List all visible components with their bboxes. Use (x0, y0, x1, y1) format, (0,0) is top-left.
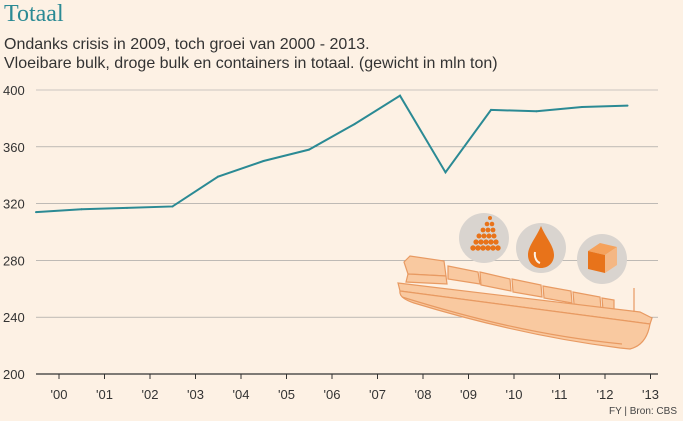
x-tick-label: '08 (415, 387, 432, 402)
data-point (444, 171, 447, 174)
chart-title: Totaal (4, 1, 64, 27)
y-tick-label: 400 (3, 83, 25, 98)
cargo-ship-illustration (397, 255, 653, 350)
x-tick-label: '06 (324, 387, 341, 402)
x-tick-label: '12 (597, 387, 614, 402)
y-tick-label: 280 (3, 253, 25, 268)
illustration (397, 213, 653, 350)
data-point (353, 123, 356, 126)
data-point (262, 160, 265, 162)
y-tick-label: 320 (3, 197, 25, 212)
data-point (581, 106, 583, 109)
data-point (35, 211, 37, 214)
chart-subtitle-line2: Vloeibare bulk, droge bulk en containers… (4, 55, 498, 72)
data-point (490, 108, 492, 111)
x-tick-label: '02 (142, 387, 159, 402)
data-point (171, 205, 174, 208)
data-point (80, 208, 83, 211)
data-point (535, 110, 538, 113)
container-box-icon (577, 234, 627, 284)
x-tick-label: '01 (96, 387, 113, 402)
x-tick-label: '05 (278, 387, 295, 402)
source-note: FY | Bron: CBS (609, 406, 677, 417)
data-point (217, 175, 219, 178)
x-tick-label: '07 (369, 387, 386, 402)
x-tick-label: '10 (506, 387, 523, 402)
series-line-0 (35, 94, 628, 214)
x-tick-label: '11 (552, 387, 568, 402)
x-tick-label: '00 (51, 387, 68, 402)
data-point (626, 104, 629, 107)
y-tick-label: 200 (3, 367, 25, 382)
data-point (308, 148, 310, 151)
liquid-drop-icon (516, 223, 566, 273)
chart-subtitle-line1: Ondanks crisis in 2009, toch groei van 2… (4, 36, 370, 53)
x-tick-label: '09 (460, 387, 477, 402)
x-tick-label: '13 (642, 387, 659, 402)
x-tick-label: '04 (233, 387, 250, 402)
gridlines (36, 89, 658, 375)
y-tick-label: 360 (3, 140, 25, 155)
series-layer (35, 94, 629, 214)
x-tick-label: '03 (187, 387, 204, 402)
x-axis: '00 '01 '02 '03 '04 '05 '06 '07 '08 '09 '10 '11 '12 '… (51, 374, 659, 402)
y-tick-label: 240 (3, 310, 25, 325)
data-point (399, 94, 401, 97)
dry-bulk-pile-icon (459, 213, 509, 263)
y-axis: 200 240 280 320 360 400 (3, 83, 25, 382)
data-point (126, 206, 128, 209)
